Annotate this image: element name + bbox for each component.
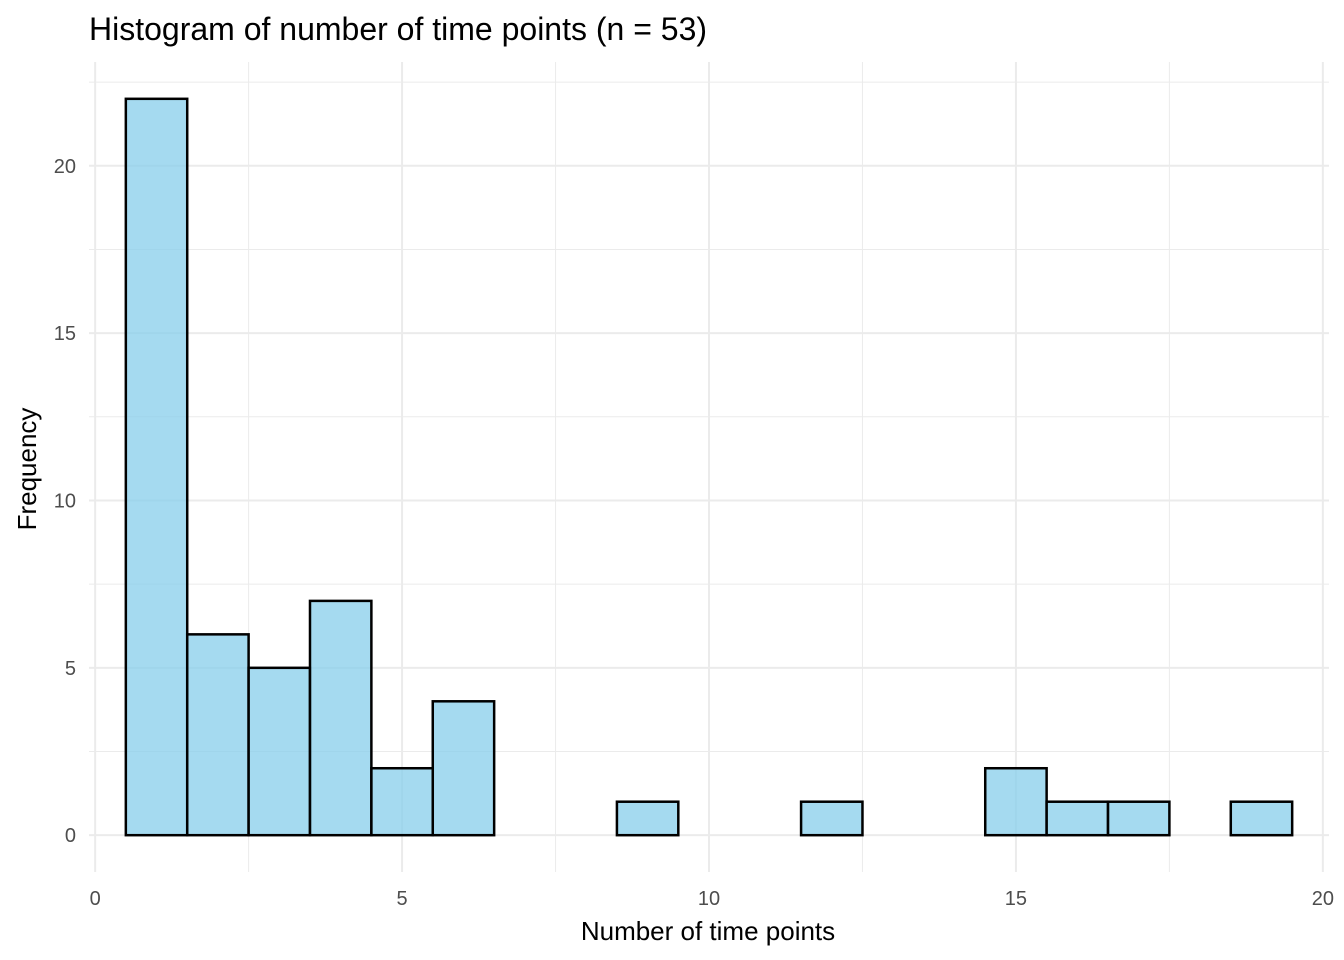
bars-layer (124, 97, 1294, 837)
x-axis-label: Number of time points (581, 916, 835, 946)
histogram-bar-16 (1106, 800, 1171, 837)
histogram-bar-18 (1229, 800, 1294, 837)
y-tick-label-0: 0 (65, 825, 76, 847)
histogram-bar-5 (431, 700, 496, 837)
histogram-bar-15 (1045, 800, 1110, 837)
x-axis-ticks: 0 5 10 15 20 (90, 888, 1334, 910)
x-tick-label-2: 10 (698, 888, 720, 910)
histogram-bar-1 (185, 633, 250, 837)
histogram-bar-3 (308, 599, 373, 837)
x-tick-label-4: 20 (1312, 888, 1334, 910)
y-tick-label-3: 15 (54, 323, 76, 345)
histogram-bar-2 (247, 666, 312, 837)
histogram-bar-11 (799, 800, 864, 837)
histogram-bar-14 (983, 766, 1048, 837)
x-tick-label-1: 5 (397, 888, 408, 910)
histogram-bar-8 (615, 800, 680, 837)
chart-title: Histogram of number of time points (n = … (89, 11, 707, 47)
y-axis-label: Frequency (12, 408, 42, 531)
x-tick-label-3: 15 (1005, 888, 1027, 910)
y-tick-label-1: 5 (65, 658, 76, 680)
y-axis-ticks: 0 5 10 15 20 (54, 156, 76, 847)
grid-layer (89, 62, 1329, 872)
y-tick-label-2: 10 (54, 490, 76, 512)
x-tick-label-0: 0 (90, 888, 101, 910)
histogram-bar-4 (370, 766, 435, 837)
y-tick-label-4: 20 (54, 156, 76, 178)
histogram-bar-0 (124, 97, 189, 837)
